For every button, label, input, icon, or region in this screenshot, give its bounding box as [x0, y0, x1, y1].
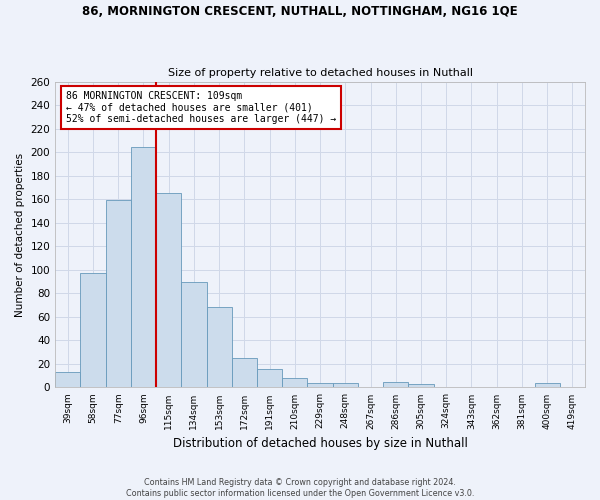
Bar [282, 378, 307, 388]
Bar [257, 368, 282, 388]
Bar [156, 194, 181, 388]
Bar [535, 382, 560, 388]
Bar [383, 382, 409, 388]
Title: Size of property relative to detached houses in Nuthall: Size of property relative to detached ho… [167, 68, 473, 78]
Bar [131, 148, 156, 388]
Bar [332, 382, 358, 388]
Bar [206, 308, 232, 388]
Bar [80, 274, 106, 388]
Bar [307, 382, 332, 388]
Bar [106, 200, 131, 388]
Y-axis label: Number of detached properties: Number of detached properties [15, 152, 25, 316]
Text: Contains HM Land Registry data © Crown copyright and database right 2024.
Contai: Contains HM Land Registry data © Crown c… [126, 478, 474, 498]
Text: 86 MORNINGTON CRESCENT: 109sqm
← 47% of detached houses are smaller (401)
52% of: 86 MORNINGTON CRESCENT: 109sqm ← 47% of … [66, 90, 336, 124]
X-axis label: Distribution of detached houses by size in Nuthall: Distribution of detached houses by size … [173, 437, 467, 450]
Bar [232, 358, 257, 388]
Bar [55, 372, 80, 388]
Text: 86, MORNINGTON CRESCENT, NUTHALL, NOTTINGHAM, NG16 1QE: 86, MORNINGTON CRESCENT, NUTHALL, NOTTIN… [82, 5, 518, 18]
Bar [181, 282, 206, 388]
Bar [409, 384, 434, 388]
